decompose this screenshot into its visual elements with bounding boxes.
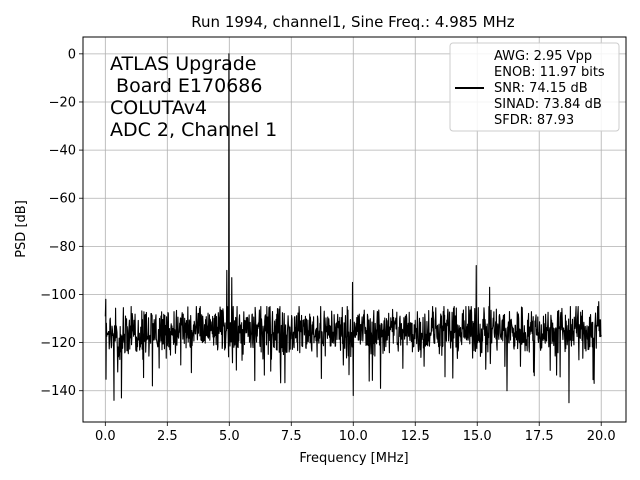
x-tick-label: 0.0 — [95, 429, 116, 444]
legend-entry: SINAD: 73.84 dB — [494, 97, 602, 112]
y-tick-label: −120 — [40, 336, 76, 351]
x-tick-label: 5.0 — [219, 429, 240, 444]
x-axis-label: Frequency [MHz] — [299, 451, 408, 466]
y-tick-label: −40 — [49, 144, 76, 159]
y-tick-label: −80 — [49, 240, 76, 255]
x-tick-label: 15.0 — [463, 429, 492, 444]
y-tick-label: −140 — [40, 384, 76, 399]
legend-entry: ENOB: 11.97 bits — [494, 65, 605, 80]
legend-entry: SFDR: 87.93 — [494, 113, 574, 128]
annotation-line: ATLAS Upgrade — [110, 53, 256, 75]
y-tick-label: 0 — [68, 47, 76, 62]
x-tick-label: 17.5 — [525, 429, 554, 444]
x-tick-label: 20.0 — [587, 429, 616, 444]
legend-box — [449, 42, 620, 132]
legend-entry: SNR: 74.15 dB — [494, 81, 588, 96]
x-axis-ticks: 0.0 2.5 5.0 7.5 10.0 12.5 15.0 17.5 20.0 — [95, 422, 616, 444]
legend: AWG: 2.95 Vpp ENOB: 11.97 bits SNR: 74.1… — [449, 42, 620, 132]
annotation-line: COLUTAv4 — [110, 97, 207, 119]
annotation-line: Board E170686 — [110, 75, 262, 97]
y-tick-label: −100 — [40, 288, 76, 303]
annotation-line: ADC 2, Channel 1 — [110, 119, 277, 141]
x-tick-label: 12.5 — [401, 429, 430, 444]
y-axis-ticks: 0 −20 −40 −60 −80 −100 −120 −140 — [40, 47, 83, 399]
y-tick-label: −20 — [49, 95, 76, 110]
annotation-block: ATLAS Upgrade Board E170686 COLUTAv4 ADC… — [110, 53, 277, 141]
psd-series-line — [104, 53, 602, 404]
x-tick-label: 7.5 — [281, 429, 302, 444]
plot-frame — [82, 36, 627, 423]
psd-trace — [104, 53, 602, 404]
legend-entry: AWG: 2.95 Vpp — [494, 49, 592, 64]
x-tick-label: 2.5 — [157, 429, 178, 444]
y-tick-label: −60 — [49, 192, 76, 207]
x-tick-label: 10.0 — [339, 429, 368, 444]
y-axis-label: PSD [dB] — [14, 200, 29, 258]
chart-title: Run 1994, channel1, Sine Freq.: 4.985 MH… — [191, 13, 515, 31]
